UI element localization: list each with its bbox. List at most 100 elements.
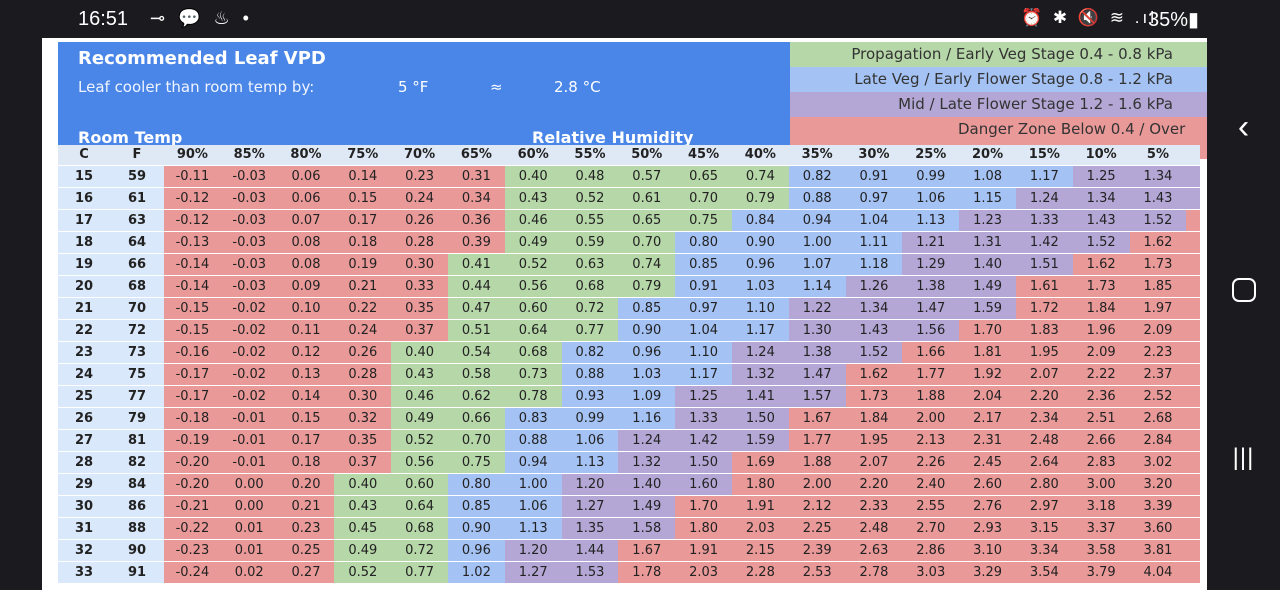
vpd-cell: 1.56 (902, 319, 960, 342)
vpd-cell: 2.97 (1015, 495, 1073, 518)
humidity-header-cell: 55% (561, 145, 619, 166)
status-bar: 16:51 ⊸ 💬 ♨ • ⏰ ✱ 🔇 ≋ .ıl 35%▮ (42, 0, 1207, 38)
vpd-cell: 1.32 (731, 363, 789, 386)
vpd-cell: 0.60 (504, 297, 562, 320)
vpd-cell: 2.07 (845, 451, 903, 474)
vpd-cell: 2.70 (902, 517, 960, 540)
vpd-cell: 0.80 (447, 473, 505, 496)
vpd-cell: 2.53 (788, 561, 846, 584)
legend-late-veg: Late Veg / Early Flower Stage 0.8 - 1.2 … (790, 67, 1207, 92)
vpd-cell: 0.68 (561, 275, 619, 298)
humidity-header-cell: 75% (334, 145, 392, 166)
vpd-cell: 0.90 (447, 517, 505, 540)
vpd-cell: 0.77 (561, 319, 619, 342)
vpd-cell: 2.20 (1015, 385, 1073, 408)
vpd-cell: 3.15 (1015, 517, 1073, 540)
home-button[interactable] (1207, 278, 1280, 307)
vpd-cell-overflow (1186, 319, 1201, 342)
vpd-cell: 1.62 (845, 363, 903, 386)
vpd-cell: -0.03 (220, 209, 278, 232)
vpd-cell: 1.70 (959, 319, 1016, 342)
room-temp-heading: Room Temp (78, 128, 183, 147)
vpd-cell: 2.23 (1129, 341, 1187, 364)
vpd-cell: 1.52 (1072, 231, 1130, 254)
vpd-cell: 1.17 (1015, 165, 1073, 188)
humidity-header-cell: 20% (959, 145, 1016, 166)
vpd-cell: 0.21 (334, 275, 392, 298)
vpd-cell: 1.92 (959, 363, 1016, 386)
vpd-cell: 1.59 (731, 429, 789, 452)
humidity-header-cell: 90% (164, 145, 221, 166)
vpd-cell: 0.90 (731, 231, 789, 254)
vpd-cell: 1.80 (731, 473, 789, 496)
vpd-cell: 1.49 (959, 275, 1016, 298)
vpd-cell: 2.51 (1072, 407, 1130, 430)
relative-humidity-heading: Relative Humidity (532, 128, 694, 147)
vpd-cell: 0.78 (504, 385, 562, 408)
vpd-cell: 2.40 (902, 473, 960, 496)
vpd-cell: 0.15 (277, 407, 335, 430)
home-icon (1231, 278, 1256, 302)
vpd-cell: 1.51 (1015, 253, 1073, 276)
vpd-cell: 0.06 (277, 187, 335, 210)
vpd-cell-overflow (1186, 363, 1201, 386)
table-row: 25 77 -0.17 -0.02 0.14 0.30 0.46 0.62 0.78 0.93 1.… (58, 385, 1201, 408)
vpd-cell: 0.70 (618, 231, 676, 254)
vpd-cell-overflow (1186, 209, 1201, 232)
vpd-cell: -0.03 (220, 187, 278, 210)
vpd-cell: 0.60 (391, 473, 448, 496)
vpd-cell: 0.28 (391, 231, 448, 254)
table-row: 33 91 -0.24 0.02 0.27 0.52 0.77 1.02 1.27 1.53 1.7… (58, 561, 1201, 584)
vpd-cell-overflow (1186, 165, 1201, 188)
vpd-cell: 2.17 (959, 407, 1016, 430)
back-button[interactable]: ‹ (1207, 108, 1280, 147)
vpd-cell: 3.02 (1129, 451, 1187, 474)
table-row: 16 61 -0.12 -0.03 0.06 0.15 0.24 0.34 0.43 0.52 0.… (58, 187, 1201, 210)
vpd-cell: 3.00 (1072, 473, 1130, 496)
temp-f-cell: 61 (110, 187, 164, 210)
legend-danger-zone: Danger Zone Below 0.4 / Over (790, 117, 1207, 142)
vpd-cell: -0.21 (164, 495, 221, 518)
vpd-cell: 0.22 (334, 297, 392, 320)
vpd-table: C F 90% 85% 80% 75% 70% 65% 60% 55% 50% 45% 40% 35%… (58, 145, 1201, 584)
vpd-cell: 2.28 (731, 561, 789, 584)
humidity-header-row: C F 90% 85% 80% 75% 70% 65% 60% 55% 50% 45% 40% 35%… (58, 145, 1201, 166)
vpd-cell: 2.39 (788, 539, 846, 562)
vpd-cell: -0.24 (164, 561, 221, 584)
vpd-cell: 2.37 (1129, 363, 1187, 386)
vpd-cell: 1.52 (845, 341, 903, 364)
temp-f-cell: 72 (110, 319, 164, 342)
vpd-cell: 0.23 (277, 517, 335, 540)
humidity-header-cell: 70% (391, 145, 448, 166)
vpd-cell: 0.26 (334, 341, 392, 364)
vpd-cell: 1.50 (675, 451, 732, 474)
notification-icons: ⊸ 💬 ♨ • (150, 8, 253, 28)
vpd-cell: 2.83 (1072, 451, 1130, 474)
vpd-cell: 0.88 (504, 429, 562, 452)
recent-apps-button[interactable]: ||| (1207, 444, 1280, 472)
vpd-cell: 0.40 (504, 165, 562, 188)
humidity-header-cell: 50% (618, 145, 676, 166)
vpd-cell: 2.48 (1015, 429, 1073, 452)
vpd-cell: 0.00 (220, 495, 278, 518)
vpd-cell: 0.34 (447, 187, 505, 210)
vpd-cell: 0.33 (391, 275, 448, 298)
vpd-cell: -0.13 (164, 231, 221, 254)
vpd-cell: 0.18 (334, 231, 392, 254)
legend-propagation: Propagation / Early Veg Stage 0.4 - 0.8 … (790, 42, 1207, 67)
vpd-cell: 0.63 (561, 253, 619, 276)
humidity-header-cell: 5% (1129, 145, 1187, 166)
vpd-cell: 2.84 (1129, 429, 1187, 452)
vpd-cell: 0.79 (618, 275, 676, 298)
vpd-cell: 0.40 (391, 341, 448, 364)
vpd-cell: 1.23 (959, 209, 1016, 232)
vpd-cell: 0.84 (731, 209, 789, 232)
vpd-cell: 0.99 (561, 407, 619, 430)
vpd-cell-overflow (1186, 187, 1201, 210)
vpd-cell: -0.02 (220, 341, 278, 364)
vpd-cell: 0.31 (447, 165, 505, 188)
vpd-chart-image[interactable]: Recommended Leaf VPD Leaf cooler than ro… (42, 38, 1207, 590)
vpd-cell: 2.45 (959, 451, 1016, 474)
vpd-cell: 2.34 (1015, 407, 1073, 430)
vpd-cell: 0.94 (788, 209, 846, 232)
